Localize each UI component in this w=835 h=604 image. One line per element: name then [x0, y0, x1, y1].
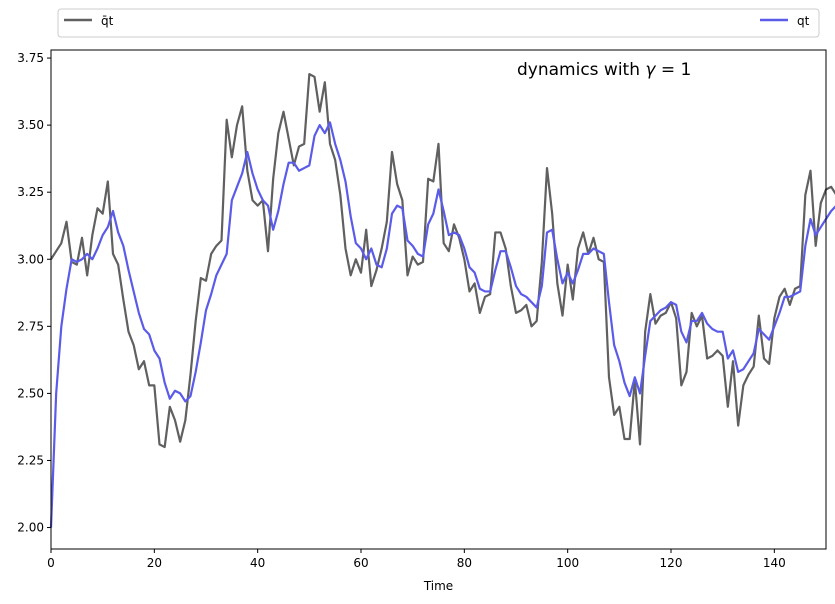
- y-tick-label: 3.50: [17, 118, 44, 132]
- x-axis-title: Time: [423, 579, 453, 593]
- x-tick-label: 0: [47, 556, 55, 570]
- y-tick-label: 2.50: [17, 386, 44, 400]
- y-tick-label: 2.25: [17, 453, 44, 467]
- y-axis: 2.00 2.25 2.50 2.75 3.00 3.25 3.50 3.75: [17, 51, 51, 535]
- x-tick-label: 40: [250, 556, 265, 570]
- annotation: dynamics with γ = 1: [517, 60, 691, 80]
- annotation-prefix: dynamics with: [517, 60, 645, 80]
- annotation-gamma: γ: [645, 60, 656, 80]
- series-line-q: [49, 121, 835, 528]
- y-tick-label: 3.75: [17, 51, 44, 65]
- axes-frame: [50, 49, 827, 550]
- y-tick-label: 2.00: [17, 521, 44, 535]
- y-tick-label: 2.75: [17, 319, 44, 333]
- x-tick-label: 80: [457, 556, 472, 570]
- x-tick-label: 140: [763, 556, 786, 570]
- plot-area: [49, 49, 835, 550]
- legend-label-q: qt: [797, 14, 810, 28]
- legend-label-qbar: q̄t: [101, 14, 114, 28]
- legend: q̄t qt: [57, 8, 820, 38]
- series-layer: [49, 73, 835, 528]
- x-axis: 0 20 40 60 80 100 120 140: [47, 549, 786, 570]
- x-tick-label: 60: [353, 556, 368, 570]
- series-line-qbar: [50, 73, 835, 449]
- y-tick-label: 3.00: [17, 252, 44, 266]
- legend-frame: [57, 8, 820, 38]
- x-tick-label: 100: [556, 556, 579, 570]
- annotation-equals: = 1: [655, 60, 691, 80]
- y-tick-label: 3.25: [17, 185, 44, 199]
- x-tick-label: 120: [660, 556, 683, 570]
- x-tick-label: 20: [147, 556, 162, 570]
